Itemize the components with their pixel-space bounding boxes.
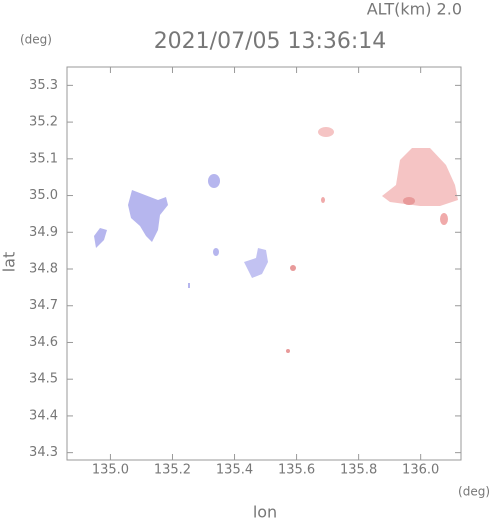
- x-axis-label: lon: [253, 503, 277, 522]
- x-tick-label: 135.2: [154, 463, 191, 478]
- y-tick-label: 35.1: [29, 151, 58, 166]
- y-tick-label: 34.7: [29, 298, 58, 313]
- x-tick-label: 136.0: [402, 463, 439, 478]
- echo-region: [286, 349, 290, 353]
- altitude-label: ALT(km) 2.0: [367, 0, 462, 19]
- echo-region: [290, 265, 296, 271]
- chart-title: 2021/07/05 13:36:14: [154, 29, 387, 54]
- echo-region: [94, 228, 107, 248]
- x-tick-label: 135.8: [340, 463, 377, 478]
- x-unit: (deg): [458, 485, 490, 499]
- y-tick-label: 34.5: [29, 372, 58, 387]
- echo-region: [403, 197, 415, 205]
- y-tick-label: 34.6: [29, 335, 58, 350]
- y-tick-label: 34.9: [29, 225, 58, 240]
- echo-region: [128, 190, 168, 242]
- echo-region: [440, 213, 448, 225]
- y-axis-label: lat: [0, 252, 19, 273]
- echo-region: [318, 127, 334, 137]
- echo-region: [244, 248, 268, 278]
- echo-regions: [94, 127, 458, 353]
- echo-region: [321, 197, 325, 203]
- echo-region: [208, 174, 220, 188]
- y-tick-label: 34.4: [29, 408, 58, 423]
- echo-region: [188, 283, 190, 288]
- y-tick-label: 34.3: [29, 445, 58, 460]
- y-tick-label: 35.2: [29, 115, 58, 130]
- plot-frame: [66, 66, 462, 461]
- y-tick-label: 35.0: [29, 188, 58, 203]
- y-tick-label: 35.3: [29, 78, 58, 93]
- echo-region: [382, 148, 458, 206]
- y-tick-label: 34.8: [29, 262, 58, 277]
- y-unit: (deg): [20, 33, 52, 47]
- echo-region: [213, 248, 219, 256]
- x-tick-label: 135.6: [278, 463, 315, 478]
- x-tick-label: 135.0: [92, 463, 129, 478]
- x-tick-label: 135.4: [216, 463, 253, 478]
